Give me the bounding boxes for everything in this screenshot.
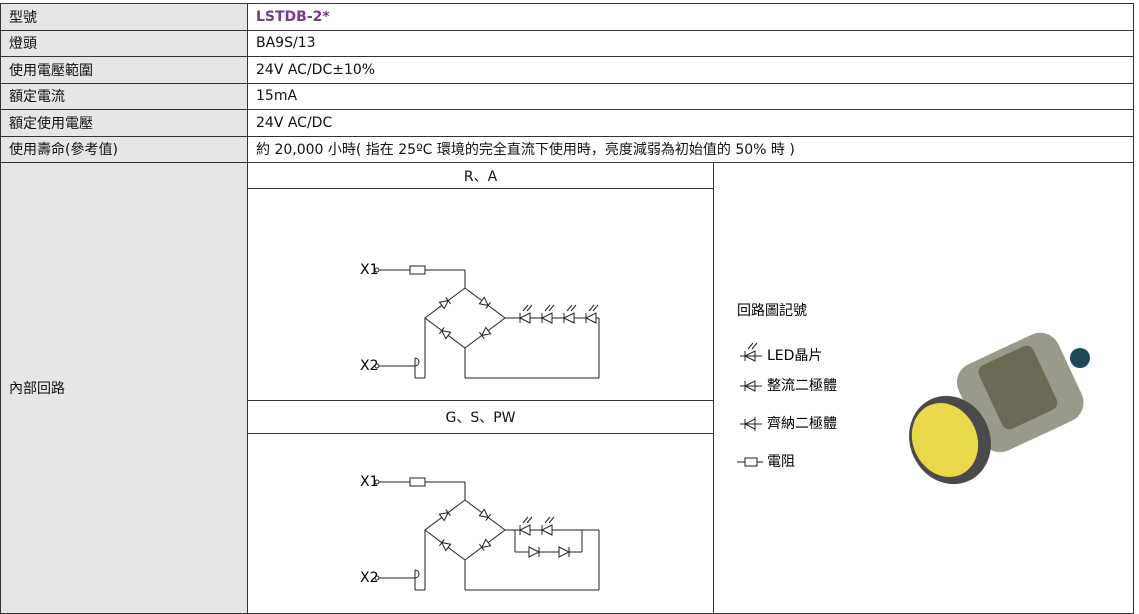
circuit-shape [540, 312, 553, 324]
circuit-shape [522, 516, 529, 524]
circuit-shape [544, 516, 551, 524]
circuit-shape [548, 304, 555, 312]
bulb-photo [909, 332, 1090, 485]
circuit-shape [544, 304, 551, 312]
legend-item: 電阻 [767, 454, 795, 470]
circuit-shape [588, 304, 595, 312]
terminal: X1 [360, 262, 379, 278]
circuit-shape [409, 477, 426, 487]
circuit-shape [409, 265, 426, 275]
row-label: 額定電流 [0, 82, 248, 110]
row-label: 使用壽命(參考值) [0, 135, 248, 163]
circuit-shape [424, 499, 506, 561]
legend-item: LED晶片 [767, 348, 822, 364]
row-label: 額定使用電壓 [0, 109, 248, 137]
circuit-shape [528, 546, 541, 558]
circuit-shape [424, 287, 506, 349]
terminal: X2 [360, 358, 379, 374]
circuit-shape [747, 342, 754, 350]
circuit-shape [414, 569, 420, 579]
circuit-shape [438, 539, 452, 552]
circuit-shape [566, 304, 573, 312]
legend-item: 整流二極體 [767, 378, 837, 394]
circuit-shape [518, 524, 531, 536]
circuit-shape [478, 538, 492, 551]
circuit-shape [478, 296, 492, 309]
circuit-shape [518, 312, 531, 324]
circuit-shape [592, 304, 599, 312]
row-label: 型號 [0, 3, 248, 31]
circuit-shape [438, 509, 452, 522]
circuit-shape [478, 326, 492, 339]
circuit-shape [438, 297, 452, 310]
circuit-shape [526, 304, 533, 312]
circuit-shape [562, 312, 575, 324]
circuit-shape [478, 508, 492, 521]
legend-cell-top [713, 162, 1134, 189]
legend-title: 回路圖記號 [737, 302, 807, 319]
legend-item: 齊納二極體 [767, 415, 837, 432]
terminal: X1 [360, 474, 379, 490]
circuit-shape [438, 327, 452, 340]
circuit-shape [522, 304, 529, 312]
circuit-shape [751, 342, 758, 350]
circuit-shape [526, 516, 533, 524]
circuit-shape [414, 357, 420, 367]
circuit-shape [548, 516, 555, 524]
circuit-shape [570, 304, 577, 312]
circuit-shape [540, 524, 553, 536]
circuit-shape [584, 312, 597, 324]
terminal: X2 [360, 570, 379, 586]
circuit-shape [744, 457, 758, 467]
circuit-shape [558, 546, 571, 558]
row-label: 內部回路 [0, 162, 248, 614]
